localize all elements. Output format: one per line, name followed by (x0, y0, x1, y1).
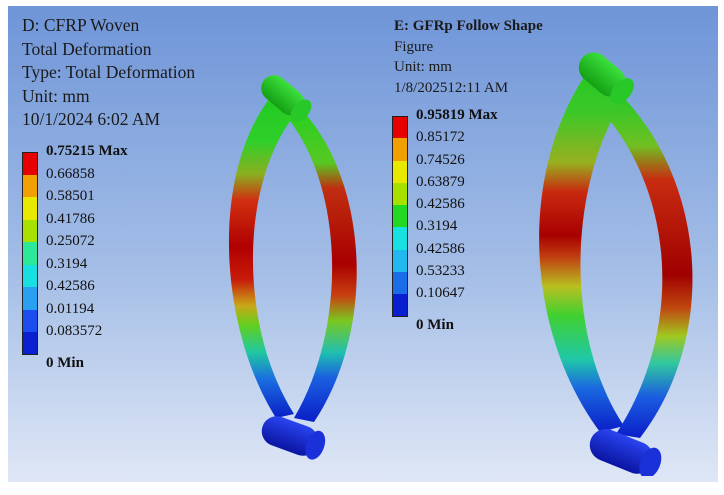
result-info-left: D: CFRP Woven Total Deformation Type: To… (22, 14, 195, 132)
legend-value-label: 0.083572 (46, 323, 103, 339)
result-timestamp: 10/1/2024 6:02 AM (22, 109, 161, 129)
legend-swatch (392, 138, 408, 161)
strip-left (228, 88, 302, 418)
legend-swatch (22, 174, 38, 197)
viewport-right[interactable]: E: GFRp Follow Shape Figure Unit: mm 1/8… (368, 6, 718, 482)
deformed-model-right[interactable] (528, 46, 718, 476)
result-title: D: CFRP Woven (22, 15, 140, 35)
legend-value-label: 0.25072 (46, 233, 95, 249)
viewport-left[interactable]: D: CFRP Woven Total Deformation Type: To… (8, 6, 368, 482)
result-unit: Unit: mm (394, 59, 452, 75)
legend-value-label: 0.66858 (46, 165, 95, 182)
legend-value-label: 0.63879 (416, 173, 465, 190)
legend-value-label: 0.3194 (46, 255, 88, 272)
result-title: E: GFRp Follow Shape (394, 18, 543, 34)
legend-value-label: 0.01194 (46, 300, 95, 317)
legend-min-label: 0 Min (46, 354, 84, 371)
legend-swatch (22, 219, 38, 242)
legend-swatch (392, 205, 408, 228)
strip-right (286, 106, 357, 422)
legend-value-label: 0.85172 (416, 129, 465, 146)
legend-swatch (392, 116, 408, 139)
legend-max-label: 0.75215 Max (46, 143, 128, 159)
result-type: Type: Total Deformation (22, 62, 196, 82)
legend-value-label: 0.74526 (416, 151, 465, 168)
legend-value-label: 0.42586 (416, 240, 465, 257)
bottom-pin (261, 416, 326, 460)
top-pin (578, 52, 634, 105)
legend-swatch (22, 152, 38, 175)
legend-max-label: 0.95819 Max (416, 107, 498, 123)
legend-value-label: 0.58501 (46, 188, 95, 204)
bottom-pin (589, 429, 662, 476)
result-timestamp: 1/8/202512:11 AM (394, 79, 509, 96)
result-unit: Unit: mm (22, 85, 90, 106)
legend-min-label: 0 Min (416, 316, 454, 333)
top-pin (261, 75, 312, 122)
strip-left (539, 68, 624, 432)
legend-value-label: 0.42586 (46, 278, 95, 294)
legend-value-label: 0.3194 (416, 218, 458, 235)
legend-swatch (22, 332, 38, 355)
result-info-right: E: GFRp Follow Shape Figure Unit: mm 1/8… (394, 16, 543, 98)
legend-swatch (392, 294, 408, 317)
legend-value-label: 0.10647 (416, 285, 465, 302)
result-subtitle: Total Deformation (22, 38, 152, 59)
legend-swatch (392, 227, 408, 250)
legend-swatch (22, 197, 38, 220)
deformed-model-left[interactable] (198, 66, 368, 476)
legend-swatch (392, 160, 408, 183)
legend-swatch (392, 272, 408, 295)
strip-right (608, 98, 693, 438)
legend-swatch (22, 287, 38, 310)
result-subtitle: Figure (394, 38, 434, 55)
legend-swatch (392, 249, 408, 273)
legend-value-label: 0.41786 (46, 210, 95, 227)
legend-swatch (22, 242, 38, 265)
legend-swatch (22, 309, 38, 332)
legend-value-label: 0.42586 (416, 196, 465, 213)
legend-swatch (392, 182, 408, 206)
legend-swatch (22, 264, 38, 287)
legend-value-label: 0.53233 (416, 263, 465, 280)
